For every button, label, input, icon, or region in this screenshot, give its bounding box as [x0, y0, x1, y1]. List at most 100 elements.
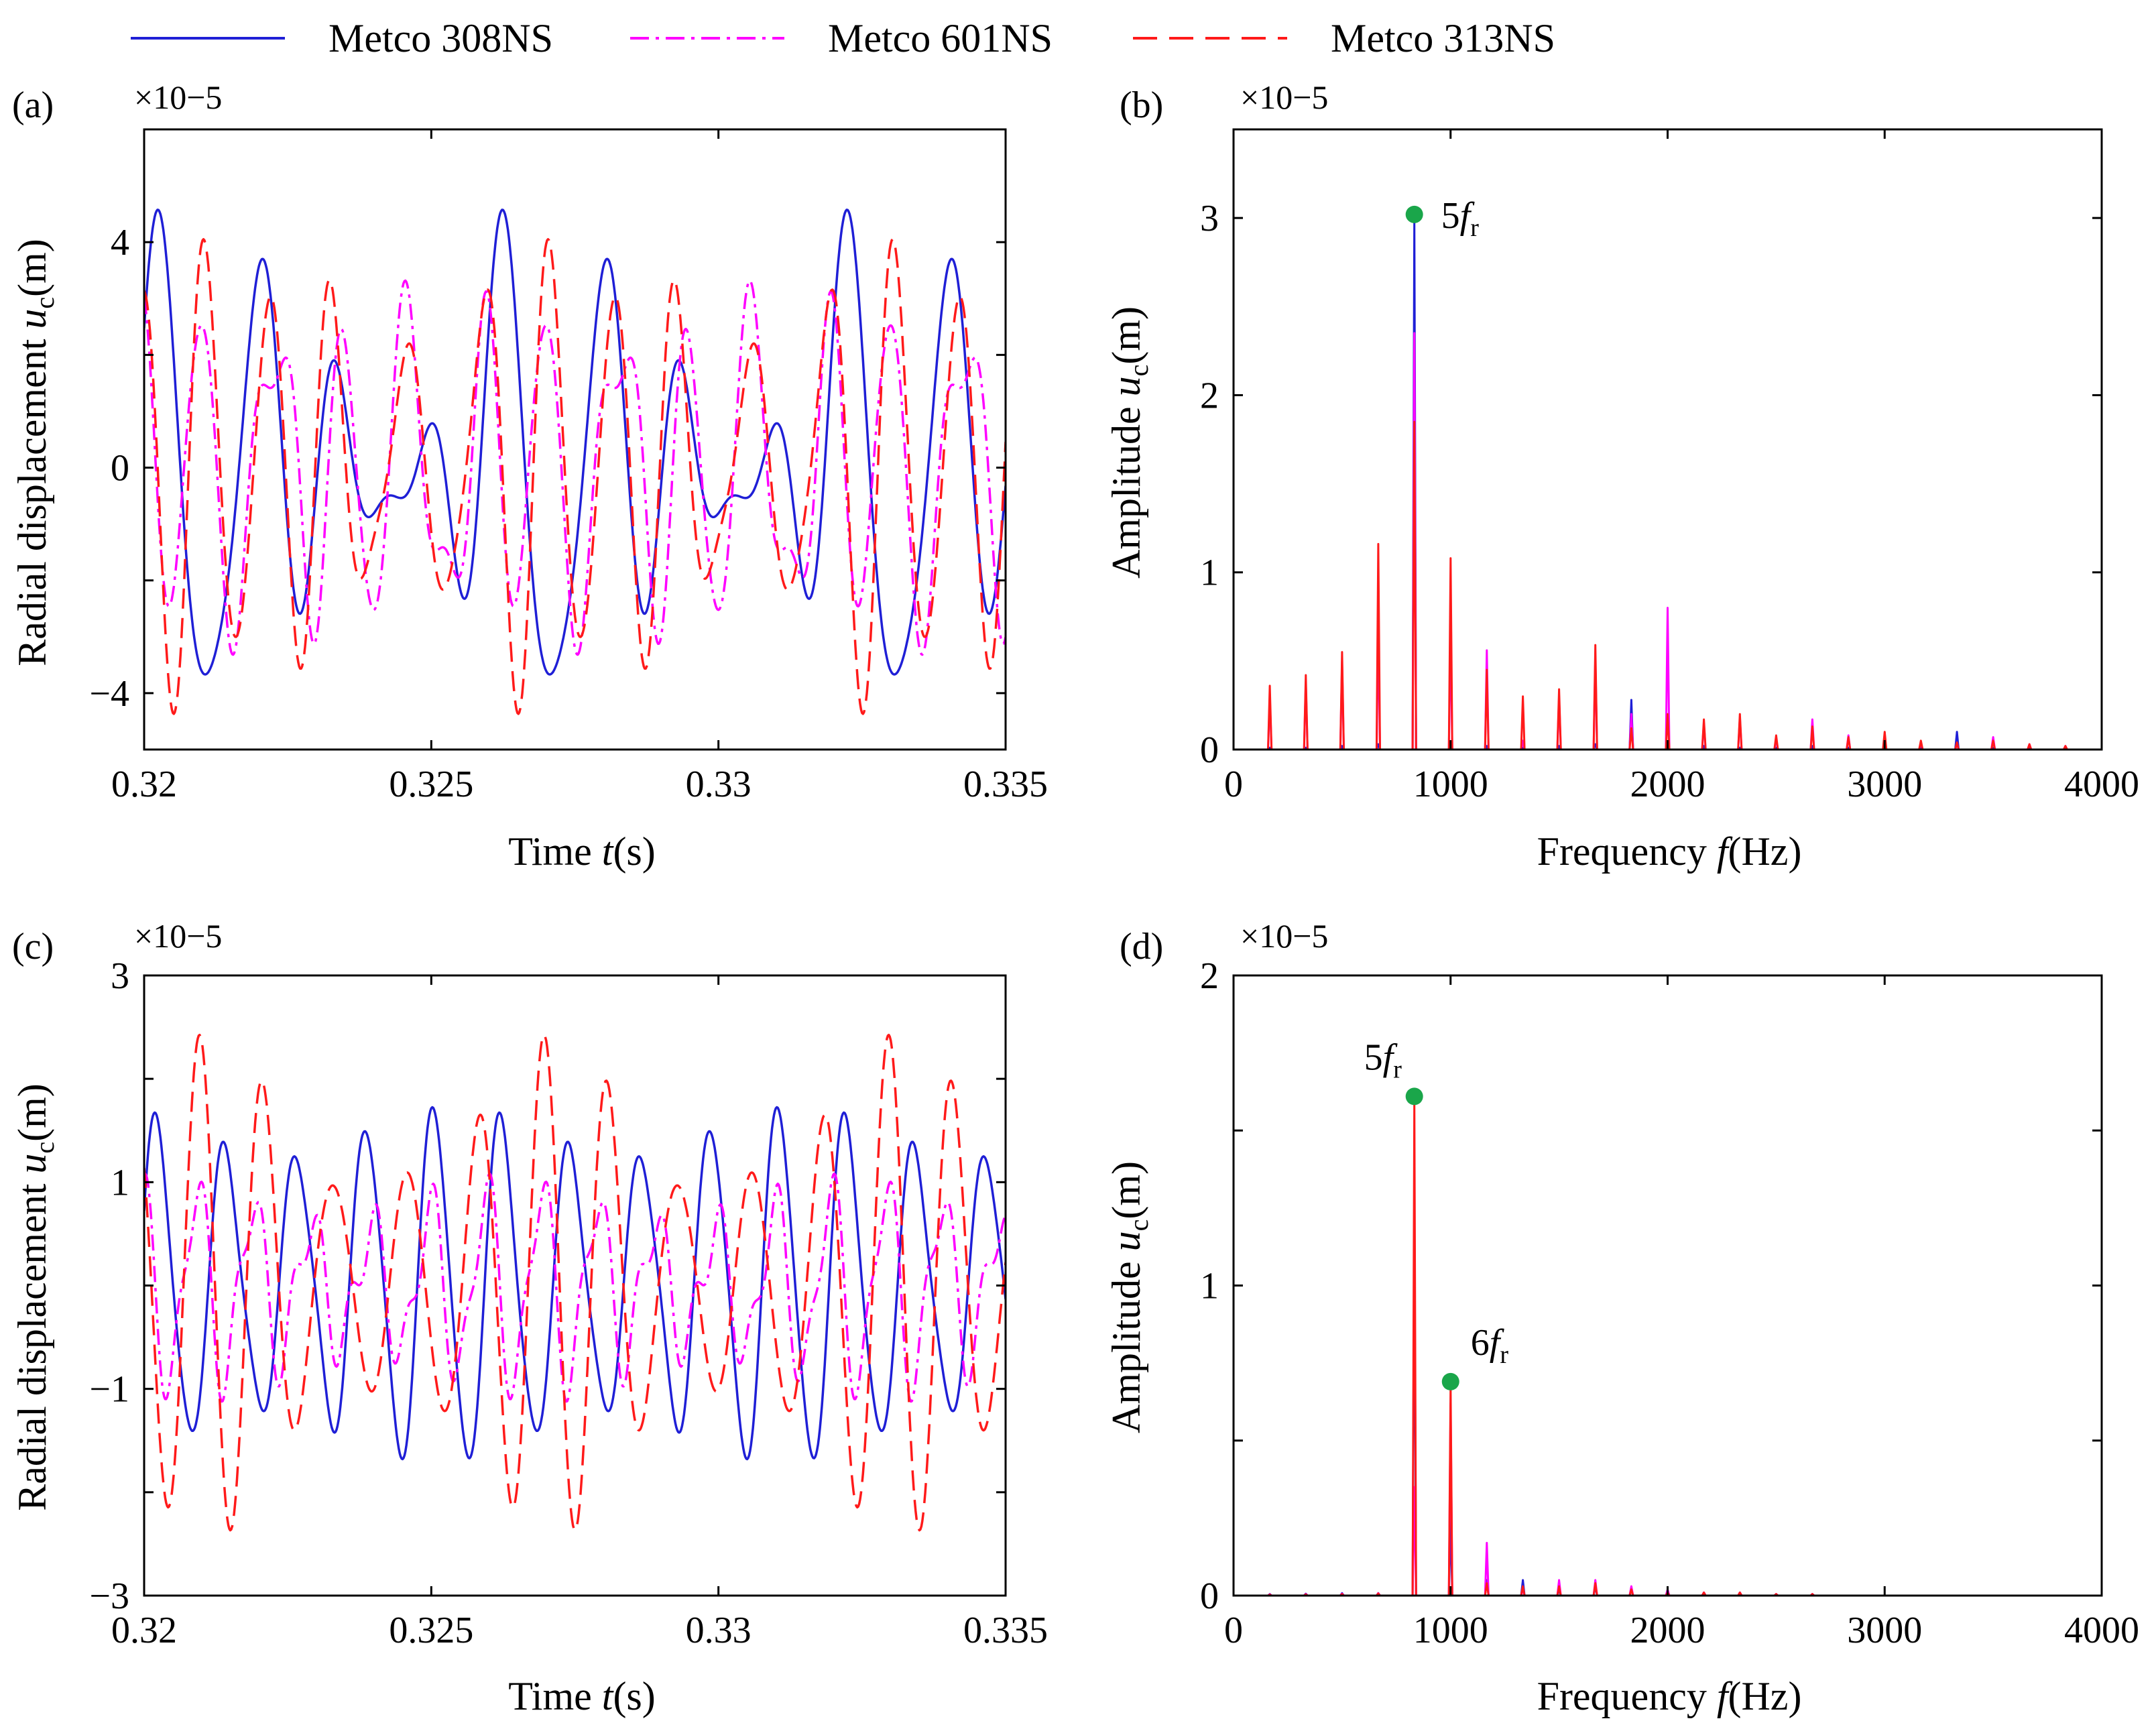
panel-c: (c) ×10−5 Radial displacement uc(m) Time… — [10, 917, 1048, 1718]
ylabel-a: Radial displacement uc(m) — [10, 239, 60, 666]
ytick-label-a-2: 0 — [111, 448, 129, 489]
ytick-label-b-3: 3 — [1200, 198, 1219, 239]
xtick-label-c-3: 0.335 — [963, 1610, 1048, 1651]
ytick-label-c-2: −1 — [89, 1369, 129, 1411]
ylabel-var-a: u — [10, 309, 54, 329]
xtick-label-c-1: 0.325 — [389, 1610, 473, 1651]
peak-marker-d-1 — [1441, 1372, 1459, 1390]
exponent-c: ×10−5 — [134, 917, 222, 955]
ylabel-sub-d: c — [1124, 1219, 1154, 1232]
ytick-label-b-2: 2 — [1200, 375, 1219, 416]
panel-b: (b) ×10−5 Amplitude uc(m) Frequency f(Hz… — [1104, 78, 2139, 874]
ylabel-unit-a: (m) — [10, 239, 54, 297]
xtick-label-d-0: 0 — [1224, 1610, 1243, 1651]
series-group-d — [1234, 1098, 2102, 1596]
xlabel-b: Frequency f(Hz) — [1537, 829, 1802, 874]
peak-label-num-d-1: 6 — [1471, 1322, 1490, 1364]
exponent-b: ×10−5 — [1240, 78, 1328, 116]
xlabel-text-a: Time — [508, 829, 602, 874]
peak-label-num-d-0: 5 — [1364, 1036, 1383, 1078]
ylabel-unit-b: (m) — [1104, 306, 1148, 365]
panel-label-b: (b) — [1120, 84, 1163, 126]
xtick-label-b-0: 0 — [1224, 764, 1243, 805]
ytick-label-d-0: 0 — [1200, 1575, 1219, 1617]
xtick-label-b-1: 1000 — [1413, 764, 1488, 805]
xtick-label-a-2: 0.33 — [686, 764, 752, 805]
ylabel-sub-b: c — [1124, 365, 1154, 377]
ytick-label-a-4: 4 — [111, 222, 129, 263]
ytick-label-d-4: 2 — [1200, 955, 1219, 997]
exponent-d: ×10−5 — [1240, 917, 1328, 955]
xtick-label-b-2: 2000 — [1630, 764, 1705, 805]
series-group-a — [144, 208, 1006, 715]
series-line-c-metco-308ns — [144, 1106, 1006, 1461]
legend-label-313ns: Metco 313NS — [1331, 16, 1555, 60]
ytick-label-c-4: 1 — [111, 1162, 129, 1203]
xtick-label-a-0: 0.32 — [111, 764, 177, 805]
xlabel-d: Frequency f(Hz) — [1537, 1674, 1802, 1718]
ylabel-text-c: Radial displacement — [10, 1174, 54, 1511]
xlabel-var-a: t — [602, 829, 614, 874]
ylabel-d: Amplitude uc(m) — [1104, 1161, 1154, 1433]
plot-area-c: 0.32 0.325 0.33 0.335 −3 −1 1 3 — [89, 955, 1048, 1651]
xtick-label-d-3: 3000 — [1847, 1610, 1922, 1651]
ylabel-text-d: Amplitude — [1104, 1251, 1148, 1433]
xtick-label-a-3: 0.335 — [963, 764, 1048, 805]
peak-label-sub-d-1: r — [1500, 1341, 1508, 1369]
series-line-c-metco-601ns — [144, 1172, 1006, 1403]
ylabel-sub-a: c — [29, 297, 60, 309]
ytick-label-c-0: −3 — [89, 1575, 129, 1617]
xtick-label-a-1: 0.325 — [389, 764, 473, 805]
xlabel-unit-a: (s) — [613, 829, 655, 874]
peak-label-d-1: 6fr — [1471, 1322, 1509, 1369]
axis-box-a — [143, 128, 1007, 751]
xtick-label-b-3: 3000 — [1847, 764, 1922, 805]
ytick-label-d-2: 1 — [1200, 1266, 1219, 1307]
series-line-a-metco-313ns — [144, 238, 1006, 715]
xlabel-text-c: Time — [508, 1674, 602, 1718]
ylabel-var-c: u — [10, 1154, 54, 1174]
panel-label-c: (c) — [12, 926, 54, 967]
ylabel-var-d: u — [1104, 1231, 1148, 1251]
peak-marker-d-0 — [1405, 1087, 1423, 1106]
legend-label-308ns: Metco 308NS — [328, 16, 553, 60]
xlabel-text-b: Frequency — [1537, 829, 1717, 874]
ylabel-unit-d: (m) — [1104, 1161, 1148, 1219]
panel-label-a: (a) — [12, 84, 54, 126]
xtick-label-d-4: 4000 — [2064, 1610, 2139, 1651]
ylabel-sub-c: c — [29, 1142, 60, 1154]
plot-area-a: 0.32 0.325 0.33 0.335 −4 0 4 — [89, 128, 1048, 805]
legend: Metco 308NS Metco 601NS Metco 313NS — [131, 16, 1555, 60]
panel-label-d: (d) — [1120, 926, 1163, 967]
ylabel-b: Amplitude uc(m) — [1104, 306, 1154, 579]
xlabel-unit-d: (Hz) — [1728, 1674, 1802, 1718]
xlabel-unit-c: (s) — [613, 1674, 655, 1718]
peak-label-sub-b-0: r — [1470, 214, 1479, 242]
xtick-label-c-0: 0.32 — [111, 1610, 177, 1651]
ylabel-unit-c: (m) — [10, 1083, 54, 1142]
xlabel-a: Time t(s) — [508, 829, 656, 874]
ytick-label-b-0: 0 — [1200, 729, 1219, 771]
exponent-a: ×10−5 — [134, 78, 222, 116]
xtick-label-d-1: 1000 — [1413, 1610, 1488, 1651]
ytick-label-b-1: 1 — [1200, 552, 1219, 594]
xlabel-c: Time t(s) — [508, 1674, 656, 1718]
ytick-label-a-0: −4 — [89, 673, 129, 715]
ylabel-c: Radial displacement uc(m) — [10, 1083, 60, 1511]
xlabel-text-d: Frequency — [1537, 1674, 1717, 1718]
xlabel-unit-b: (Hz) — [1728, 829, 1802, 874]
legend-label-601ns: Metco 601NS — [828, 16, 1053, 60]
ylabel-text-a: Radial displacement — [10, 329, 54, 666]
peak-label-num-b-0: 5 — [1441, 195, 1460, 237]
xlabel-var-c: t — [602, 1674, 614, 1718]
ytick-label-c-6: 3 — [111, 955, 129, 997]
panel-d: (d) ×10−5 Amplitude uc(m) Frequency f(Hz… — [1104, 917, 2139, 1718]
ylabel-var-b: u — [1104, 376, 1148, 396]
series-group-c — [144, 1033, 1006, 1532]
peak-label-sub-d-0: r — [1393, 1055, 1402, 1083]
xtick-label-c-2: 0.33 — [686, 1610, 752, 1651]
series-line-d-metco-313ns — [1234, 1098, 2102, 1596]
